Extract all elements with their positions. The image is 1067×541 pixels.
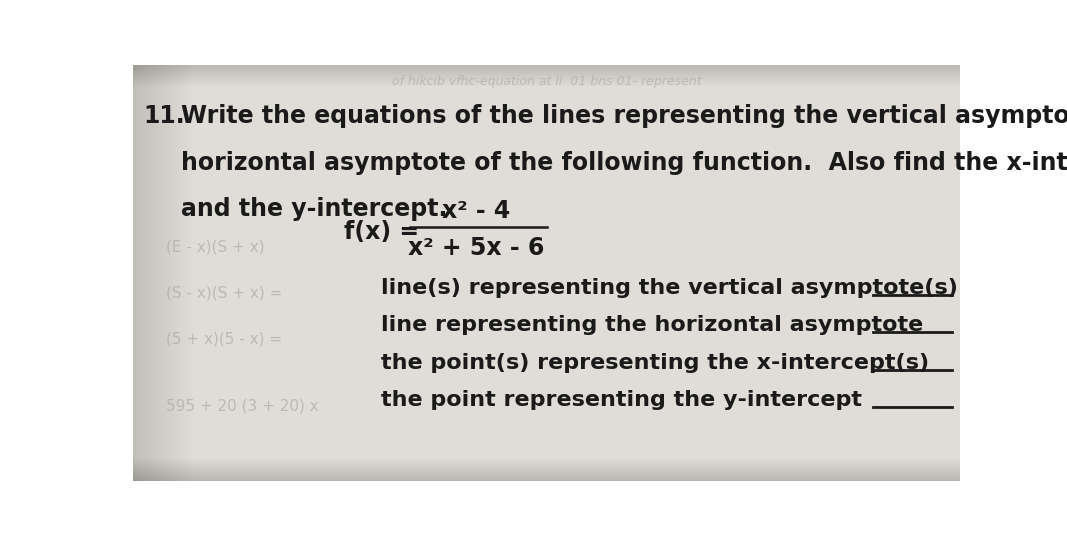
Text: (5 + x)(5 - x) =: (5 + x)(5 - x) = [166, 332, 283, 347]
Text: of hikcib vfhc-equation at ll  01 bns 01- represent: of hikcib vfhc-equation at ll 01 bns 01-… [392, 75, 702, 88]
Text: Write the equations of the lines representing the vertical asymptote(s: Write the equations of the lines represe… [181, 104, 1067, 129]
Text: horizontal asymptote of the following function.  Also find the x-interce: horizontal asymptote of the following fu… [181, 151, 1067, 175]
Text: and the y-intercept.: and the y-intercept. [181, 197, 448, 221]
Text: x² + 5x - 6: x² + 5x - 6 [409, 236, 545, 260]
Text: the point(s) representing the x-intercept(s): the point(s) representing the x-intercep… [382, 353, 929, 373]
Text: f(x) =: f(x) = [345, 220, 428, 245]
Text: line(s) representing the vertical asymptote(s): line(s) representing the vertical asympt… [382, 278, 958, 298]
Text: (S - x)(S + x) =: (S - x)(S + x) = [166, 286, 283, 301]
Text: line representing the horizontal asymptote: line representing the horizontal asympto… [382, 315, 924, 335]
Text: the point representing the y-intercept: the point representing the y-intercept [382, 390, 862, 410]
Text: (E - x)(S + x): (E - x)(S + x) [166, 240, 265, 255]
Text: x² - 4: x² - 4 [443, 199, 511, 223]
Text: 11.: 11. [143, 104, 185, 129]
Text: 595 + 20 (3 + 20) x: 595 + 20 (3 + 20) x [166, 398, 319, 413]
